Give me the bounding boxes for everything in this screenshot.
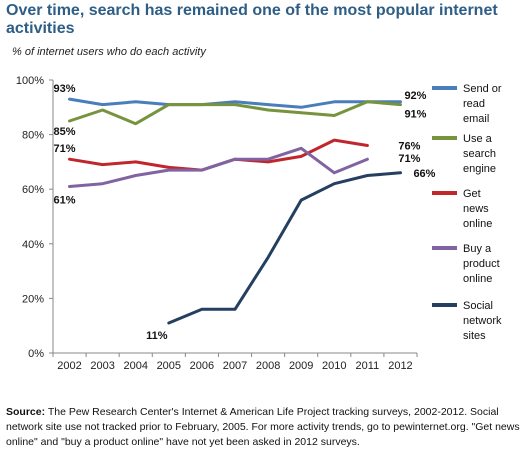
legend-label-5: Social [463, 300, 493, 312]
legend-label-1: email [463, 113, 489, 125]
legend-label-4: Buy a [463, 243, 492, 255]
y-tick-label: 20% [22, 293, 44, 305]
data-label: 66% [413, 168, 435, 180]
data-label: 93% [54, 83, 76, 95]
x-tick-label: 2003 [90, 360, 114, 372]
y-tick-label: 0% [28, 348, 44, 360]
source-label: Source: [6, 406, 46, 418]
legend-label-3: online [463, 218, 492, 230]
chart-subtitle: % of internet users who do each activity [12, 46, 206, 58]
series-line-4 [68, 146, 369, 188]
data-label: 71% [398, 153, 420, 165]
legend-label-2: Use a [463, 133, 493, 145]
x-tick-label: 2012 [388, 360, 412, 372]
y-tick-label: 40% [22, 239, 44, 251]
x-tick-label: 2007 [223, 360, 247, 372]
y-tick-label: 60% [22, 184, 44, 196]
legend-label-3: Get [463, 188, 481, 200]
source-note: Source: The Pew Research Center's Intern… [6, 405, 526, 450]
y-tick-label: 100% [16, 75, 44, 87]
x-tick-label: 2004 [123, 360, 147, 372]
x-tick-label: 2002 [57, 360, 81, 372]
axes: 0% 20% 40% 60% 80% 100% 2002 2003 2004 2005 2006 20… [16, 75, 418, 372]
legend-label-5: network [463, 315, 502, 327]
data-label: 71% [54, 143, 76, 155]
series-line-1 [68, 97, 402, 109]
legend-label-2: engine [463, 163, 496, 175]
x-tick-label: 2005 [157, 360, 181, 372]
series-line-2 [68, 100, 402, 126]
y-tick-label: 80% [22, 130, 44, 142]
x-tick-label: 2006 [190, 360, 214, 372]
data-labels: 93%85%71%61%11%92%91%76%71%66% [54, 83, 436, 342]
series-line-5 [167, 171, 402, 325]
data-label: 91% [404, 109, 426, 121]
x-tick-label: 2008 [256, 360, 280, 372]
data-label: 11% [146, 330, 168, 342]
legend-label-1: Send or [463, 83, 502, 95]
x-tick-label: 2009 [289, 360, 313, 372]
x-tick-label: 2010 [322, 360, 346, 372]
data-label: 85% [54, 126, 76, 138]
legend-label-4: online [463, 273, 492, 285]
chart-title: Over time, search has remained one of th… [6, 2, 498, 37]
legend-label-4: product [463, 258, 500, 270]
data-label: 92% [404, 90, 426, 102]
data-label: 61% [54, 194, 76, 206]
legend-label-2: search [463, 148, 496, 160]
series-lines [68, 97, 402, 325]
data-label: 76% [398, 141, 420, 153]
legend-label-5: sites [463, 330, 486, 342]
legend: Send or read email Use a search engine Get news… [432, 83, 502, 342]
x-tick-label: 2011 [356, 360, 380, 372]
source-text: The Pew Research Center's Internet & Ame… [6, 406, 520, 448]
legend-label-1: read [463, 98, 485, 110]
legend-label-3: news [463, 203, 489, 215]
